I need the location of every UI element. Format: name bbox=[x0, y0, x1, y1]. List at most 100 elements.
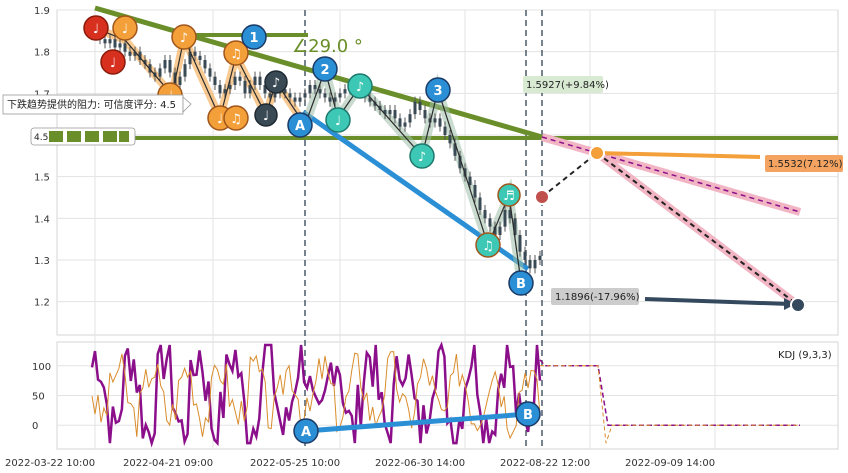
candle-body bbox=[513, 218, 517, 235]
candle-body bbox=[503, 210, 507, 227]
candle-body bbox=[478, 197, 482, 210]
candle-body bbox=[188, 51, 192, 65]
candle-body bbox=[458, 155, 462, 169]
candle-body bbox=[368, 97, 372, 102]
candle-body bbox=[388, 110, 392, 115]
candle-body bbox=[393, 110, 397, 119]
x-tick-label: 2022-04-21 09:00 bbox=[123, 458, 213, 469]
candle-body bbox=[488, 218, 492, 227]
kdj-y-tick: 100 bbox=[32, 362, 51, 373]
candle-body bbox=[108, 39, 112, 44]
x-tick-labels: 2022-03-22 10:00 2022-04-21 09:00 2022-05-… bbox=[5, 458, 715, 469]
kdj-blue-line bbox=[305, 411, 529, 434]
kdj-wave-label-b: B bbox=[523, 408, 533, 423]
note-teal-marker: ♬ bbox=[497, 183, 521, 207]
projection-end-point bbox=[790, 297, 806, 313]
candle-body bbox=[443, 126, 447, 135]
svg-text:♩: ♩ bbox=[110, 56, 116, 71]
kdj-wave-markers: A B bbox=[293, 401, 541, 444]
candle-body bbox=[193, 51, 197, 56]
svg-text:♪: ♪ bbox=[180, 31, 188, 46]
note-dark-marker: ♪ bbox=[264, 70, 288, 94]
note-teal-marker: ♫ bbox=[475, 232, 501, 258]
target-label-3-box bbox=[551, 288, 639, 305]
candle-body bbox=[263, 85, 267, 94]
candle-body bbox=[333, 97, 337, 102]
svg-text:♩: ♩ bbox=[93, 22, 99, 37]
svg-text:♪: ♪ bbox=[418, 150, 426, 165]
svg-text:♪: ♪ bbox=[272, 76, 280, 91]
candle-body bbox=[218, 85, 222, 94]
kdj-line bbox=[91, 351, 541, 440]
candle-body bbox=[198, 55, 202, 60]
candle-body bbox=[338, 93, 342, 98]
wave-marker-b: B bbox=[508, 270, 534, 296]
candle-body bbox=[493, 226, 497, 235]
candle-body bbox=[223, 89, 227, 94]
candle-body bbox=[178, 76, 182, 85]
svg-text:♬: ♬ bbox=[503, 189, 515, 204]
target-label-2: 1.5532(7.12%) bbox=[768, 159, 843, 170]
wave-label-a: A bbox=[295, 119, 305, 134]
candle-body bbox=[523, 251, 527, 260]
note-dark-marker: ♩ bbox=[254, 103, 278, 127]
candle-body bbox=[518, 235, 522, 252]
candle-body bbox=[398, 118, 402, 127]
candle-body bbox=[293, 97, 297, 102]
candle-body bbox=[128, 51, 132, 56]
svg-text:♩: ♩ bbox=[122, 22, 128, 37]
note-orange-marker: ♫ bbox=[223, 105, 249, 131]
candle-body bbox=[273, 93, 277, 98]
resistance-note-pointer bbox=[182, 96, 192, 113]
kdj-wave-label-a: A bbox=[301, 425, 311, 440]
projection-black-dash-1 bbox=[541, 152, 598, 198]
candle-body bbox=[508, 210, 512, 219]
candle-body bbox=[123, 43, 127, 52]
price-panel bbox=[56, 9, 839, 336]
kdj-y-tick: 0 bbox=[32, 421, 38, 432]
svg-text:♩: ♩ bbox=[263, 109, 269, 124]
kdj-y-ticks: 100 50 0 bbox=[32, 362, 51, 432]
candle-body bbox=[403, 122, 407, 127]
target-label-2-box bbox=[765, 155, 843, 172]
candle-body bbox=[283, 89, 287, 94]
candle-body bbox=[133, 51, 137, 56]
candle-body bbox=[233, 76, 237, 85]
candle-body bbox=[243, 80, 247, 94]
candle-body bbox=[213, 76, 217, 85]
svg-text:♩: ♩ bbox=[335, 114, 341, 129]
wave-label-b: B bbox=[516, 277, 526, 292]
x-tick-label: 2022-08-22 12:00 bbox=[500, 458, 590, 469]
candle-body bbox=[483, 210, 487, 219]
candle-body bbox=[453, 143, 457, 156]
candle-body bbox=[318, 89, 322, 94]
candle-body bbox=[298, 97, 302, 102]
candle-body bbox=[528, 260, 532, 269]
price-y-tick: 1.9 bbox=[34, 6, 50, 17]
svg-text:♫: ♫ bbox=[482, 239, 494, 254]
candle-body bbox=[448, 135, 452, 144]
candle-body bbox=[323, 93, 327, 98]
candle-body bbox=[418, 101, 422, 110]
x-tick-label: 2022-06-30 14:00 bbox=[375, 458, 465, 469]
candle-body bbox=[268, 93, 272, 98]
note-red-marker: ♩ bbox=[83, 15, 109, 41]
candle-body bbox=[258, 76, 262, 85]
note-markers: ♩ ♩ ♩ ♪ ♩ ♫ ♩ ♫ ♪ ♩ ♪ ♩ ♪ ♫ ♬ bbox=[83, 15, 521, 258]
target-label-1-box bbox=[523, 76, 603, 93]
candle-body bbox=[208, 68, 212, 77]
note-orange-marker: ♩ bbox=[112, 15, 138, 41]
candle-body bbox=[303, 93, 307, 98]
wave-label-3: 3 bbox=[433, 84, 442, 99]
candle-body bbox=[408, 114, 412, 123]
candle-body bbox=[238, 76, 242, 81]
svg-text:♩: ♩ bbox=[217, 112, 223, 127]
projection-start-point bbox=[534, 189, 550, 205]
x-tick-label: 2022-05-25 10:00 bbox=[250, 458, 340, 469]
note-orange-marker: ♪ bbox=[171, 24, 197, 50]
resistance-note-text: 下跌趋势提供的阻力: 可信度评分: 4.5 bbox=[7, 98, 176, 111]
kdj-wave-marker-b: B bbox=[515, 401, 541, 427]
svg-text:♫: ♫ bbox=[230, 112, 242, 127]
projection-black-dash-2 bbox=[596, 152, 799, 306]
